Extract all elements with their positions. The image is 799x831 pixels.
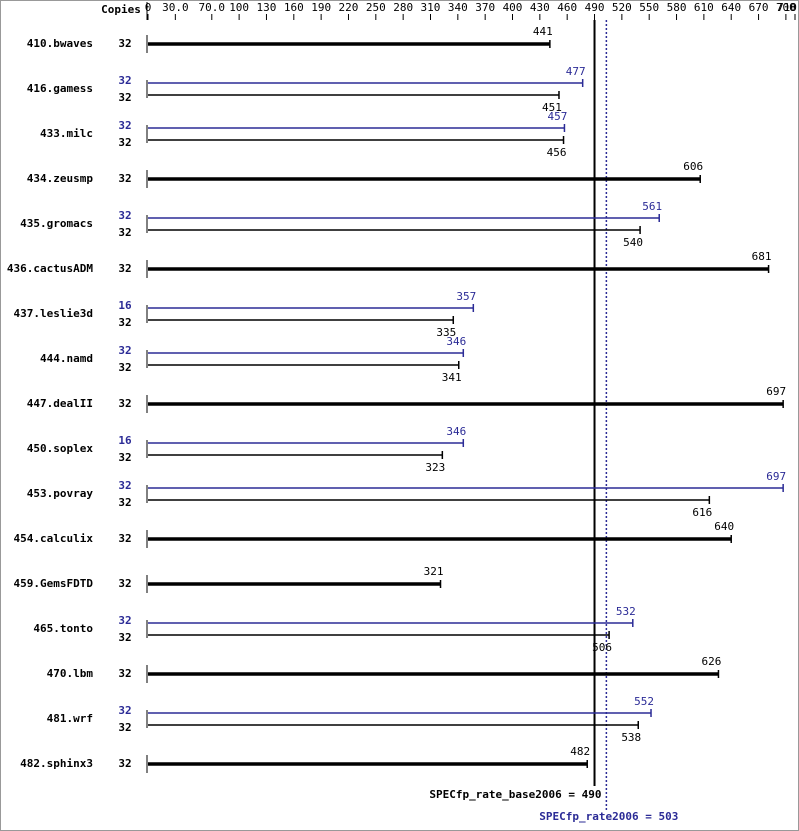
- base-copies: 32: [118, 757, 131, 770]
- x-tick-label: 100: [229, 1, 249, 14]
- base-copies: 32: [118, 136, 131, 149]
- value-label: 346: [446, 425, 466, 438]
- peak-copies: 16: [118, 434, 132, 447]
- benchmark-name: 470.lbm: [47, 667, 94, 680]
- x-tick-label: 250: [366, 1, 386, 14]
- x-tick-label: 400: [503, 1, 523, 14]
- base-copies: 32: [118, 316, 131, 329]
- x-tick-label: 490: [585, 1, 605, 14]
- base-copies: 32: [118, 172, 131, 185]
- base-copies: 32: [118, 667, 131, 680]
- reference-label: SPECfp_rate_base2006 = 490: [429, 788, 601, 801]
- benchmark-name: 454.calculix: [14, 532, 94, 545]
- benchmark-name: 447.dealII: [27, 397, 93, 410]
- value-label: 681: [752, 250, 772, 263]
- value-label: 341: [442, 371, 462, 384]
- peak-copies: 32: [118, 209, 131, 222]
- peak-copies: 32: [118, 479, 131, 492]
- benchmark-name: 465.tonto: [33, 622, 93, 635]
- base-copies: 32: [118, 577, 131, 590]
- benchmark-name: 453.povray: [27, 487, 94, 500]
- benchmark-name: 433.milc: [40, 127, 93, 140]
- x-tick-label: 580: [667, 1, 687, 14]
- value-label: 697: [766, 385, 786, 398]
- value-label: 457: [548, 110, 568, 123]
- value-label: 451: [542, 101, 562, 114]
- base-copies: 32: [118, 226, 131, 239]
- base-copies: 32: [118, 397, 131, 410]
- value-label: 626: [702, 655, 722, 668]
- x-tick-label: 370: [475, 1, 495, 14]
- x-tick-label: 220: [339, 1, 359, 14]
- x-tick-label: 340: [448, 1, 468, 14]
- x-tick-label: 550: [639, 1, 659, 14]
- x-tick-label: 280: [393, 1, 413, 14]
- benchmark-name: 416.gamess: [27, 82, 93, 95]
- x-tick-label: 190: [311, 1, 331, 14]
- copies-header: Copies: [101, 3, 141, 16]
- value-label: 640: [714, 520, 734, 533]
- value-label: 335: [436, 326, 456, 339]
- x-tick-label: 0: [145, 1, 152, 14]
- benchmark-name: 459.GemsFDTD: [14, 577, 94, 590]
- base-copies: 32: [118, 451, 131, 464]
- x-tick-label: 30.0: [162, 1, 189, 14]
- value-label: 561: [642, 200, 662, 213]
- value-label: 323: [425, 461, 445, 474]
- x-tick-label: 520: [612, 1, 632, 14]
- x-tick-label: 710: [777, 1, 797, 14]
- value-label: 321: [424, 565, 444, 578]
- base-copies: 32: [118, 631, 131, 644]
- benchmark-name: 450.soplex: [27, 442, 94, 455]
- x-tick-label: 70.0: [199, 1, 226, 14]
- value-label: 456: [547, 146, 567, 159]
- base-copies: 32: [118, 361, 131, 374]
- value-label: 552: [634, 695, 654, 708]
- x-tick-label: 310: [421, 1, 441, 14]
- benchmark-name: 437.leslie3d: [14, 307, 93, 320]
- peak-copies: 32: [118, 344, 131, 357]
- base-copies: 32: [118, 496, 131, 509]
- benchmark-name: 434.zeusmp: [27, 172, 94, 185]
- value-label: 441: [533, 25, 553, 38]
- benchmark-name: 482.sphinx3: [20, 757, 93, 770]
- x-tick-label: 700: [776, 1, 796, 14]
- peak-copies: 32: [118, 614, 131, 627]
- value-label: 606: [683, 160, 703, 173]
- value-label: 616: [692, 506, 712, 519]
- x-tick-label: 670: [749, 1, 769, 14]
- x-tick-label: 460: [557, 1, 577, 14]
- base-copies: 32: [118, 262, 131, 275]
- x-tick-label: 130: [257, 1, 277, 14]
- value-label: 532: [616, 605, 636, 618]
- value-label: 477: [566, 65, 586, 78]
- value-label: 357: [456, 290, 476, 303]
- reference-label: SPECfp_rate2006 = 503: [539, 810, 678, 823]
- base-copies: 32: [118, 532, 131, 545]
- benchmark-name: 481.wrf: [47, 712, 93, 725]
- x-tick-label: 430: [530, 1, 550, 14]
- benchmark-name: 410.bwaves: [27, 37, 93, 50]
- x-tick-label: 610: [694, 1, 714, 14]
- value-label: 346: [446, 335, 466, 348]
- peak-copies: 32: [118, 74, 131, 87]
- value-label: 697: [766, 470, 786, 483]
- benchmark-name: 444.namd: [40, 352, 93, 365]
- peak-copies: 32: [118, 119, 131, 132]
- x-tick-label: 160: [284, 1, 304, 14]
- value-label: 538: [621, 731, 641, 744]
- value-label: 482: [570, 745, 590, 758]
- base-copies: 32: [118, 91, 131, 104]
- benchmark-name: 435.gromacs: [20, 217, 93, 230]
- value-label: 506: [592, 641, 612, 654]
- base-copies: 32: [118, 721, 131, 734]
- base-copies: 32: [118, 37, 131, 50]
- value-label: 540: [623, 236, 643, 249]
- x-tick-label: 640: [721, 1, 741, 14]
- peak-copies: 16: [118, 299, 132, 312]
- benchmark-name: 436.cactusADM: [7, 262, 93, 275]
- peak-copies: 32: [118, 704, 131, 717]
